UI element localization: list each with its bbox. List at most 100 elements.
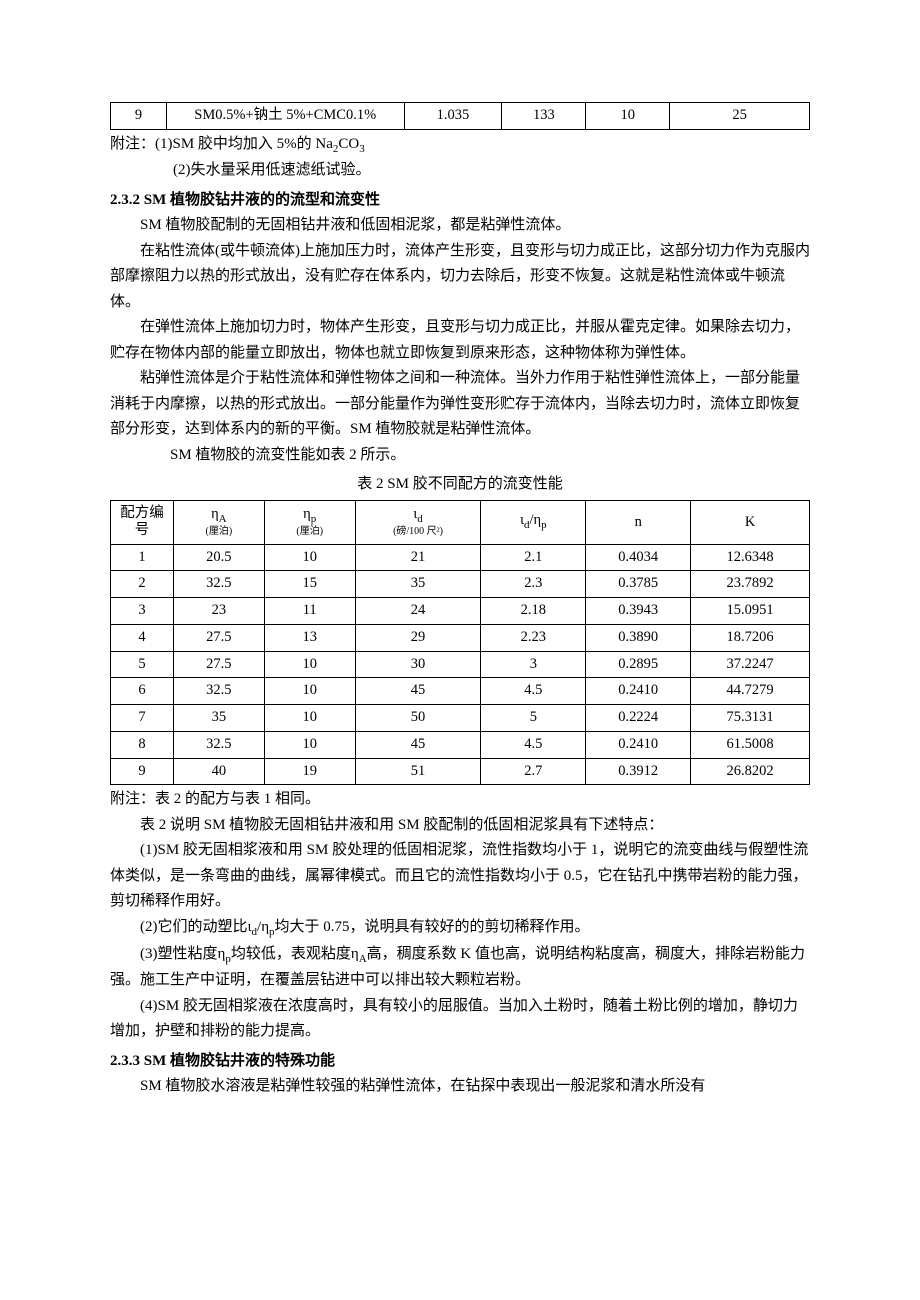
cell: 44.7279 — [691, 678, 810, 705]
table-row: 427.513292.230.389018.7206 — [111, 624, 810, 651]
table-row: 32311242.180.394315.0951 — [111, 598, 810, 625]
table2-caption: 表 2 SM 胶不同配方的流变性能 — [110, 472, 810, 498]
th-eta-p: ηp (厘泊) — [264, 500, 355, 544]
cell: 61.5008 — [691, 731, 810, 758]
th-iota-d: ιd (磅/100 尺²) — [355, 500, 481, 544]
cell: 0.4034 — [586, 544, 691, 571]
cell: 32.5 — [173, 731, 264, 758]
cell: 23.7892 — [691, 571, 810, 598]
cell: 4.5 — [481, 731, 586, 758]
sym: /η — [530, 512, 542, 528]
cell: 0.2895 — [586, 651, 691, 678]
cell: 0.3912 — [586, 758, 691, 785]
note2: 附注：表 2 的配方与表 1 相同。 — [110, 787, 810, 813]
sub: p — [311, 513, 317, 525]
para: 在粘性流体(或牛顿流体)上施加压力时，流体产生形变，且变形与切力成正比，这部分切… — [110, 239, 810, 316]
para-item: (3)塑性粘度ηp均较低，表观粘度ηA高，稠度系数 K 值也高，说明结构粘度高，… — [110, 942, 810, 994]
sub: p — [541, 519, 547, 531]
cell-formula: SM0.5%+钠土 5%+CMC0.1% — [166, 103, 404, 130]
sym: η — [211, 506, 219, 522]
cell: 2 — [111, 571, 174, 598]
heading-2-3-2: 2.3.2 SM 植物胶钻井液的的流型和流变性 — [110, 188, 810, 214]
cell: 19 — [264, 758, 355, 785]
note1-text: 附注：(1)SM 胶中均加入 5%的 Na — [110, 136, 333, 152]
table1-fragment: 9 SM0.5%+钠土 5%+CMC0.1% 1.035 133 10 25 — [110, 102, 810, 130]
cell: 4 — [111, 624, 174, 651]
sub: d — [417, 513, 423, 525]
cell: 35 — [355, 571, 481, 598]
cell: 27.5 — [173, 651, 264, 678]
th-n: n — [586, 500, 691, 544]
cell: 10 — [264, 731, 355, 758]
cell: 24 — [355, 598, 481, 625]
table-header-row: 配方编号 ηA (厘泊) ηp (厘泊) ιd (磅/100 尺²) ιd/ηp… — [111, 500, 810, 544]
cell: 0.3943 — [586, 598, 691, 625]
cell: 40 — [173, 758, 264, 785]
table-row: 632.510454.50.241044.7279 — [111, 678, 810, 705]
cell: 10 — [264, 651, 355, 678]
cell: 13 — [264, 624, 355, 651]
note1-line2: (2)失水量采用低速滤纸试验。 — [110, 158, 810, 184]
table-row: 94019512.70.391226.8202 — [111, 758, 810, 785]
para: SM 植物胶水溶液是粘弹性较强的粘弹性流体，在钻探中表现出一般泥浆和清水所没有 — [110, 1074, 810, 1100]
cell: 35 — [173, 705, 264, 732]
cell: 2.23 — [481, 624, 586, 651]
th-ratio: ιd/ηp — [481, 500, 586, 544]
cell: 32.5 — [173, 678, 264, 705]
cell: 26.8202 — [691, 758, 810, 785]
cell: 5 — [111, 651, 174, 678]
cell: 10 — [264, 544, 355, 571]
cell: 20.5 — [173, 544, 264, 571]
cell: 51 — [355, 758, 481, 785]
unit: (磅/100 尺²) — [358, 526, 479, 538]
cell: 2.3 — [481, 571, 586, 598]
table-row: 232.515352.30.378523.7892 — [111, 571, 810, 598]
th-k: K — [691, 500, 810, 544]
cell: 23 — [173, 598, 264, 625]
unit: (厘泊) — [176, 526, 262, 538]
cell: 27.5 — [173, 624, 264, 651]
sub: A — [359, 953, 367, 965]
cell: 11 — [264, 598, 355, 625]
cell: 3 — [111, 598, 174, 625]
cell: 2.7 — [481, 758, 586, 785]
cell: 5 — [481, 705, 586, 732]
cell: 1 — [111, 544, 174, 571]
cell: 21 — [355, 544, 481, 571]
cell: 75.3131 — [691, 705, 810, 732]
cell: 0.2410 — [586, 678, 691, 705]
table-row: 735105050.222475.3131 — [111, 705, 810, 732]
cell: 45 — [355, 731, 481, 758]
table2: 配方编号 ηA (厘泊) ηp (厘泊) ιd (磅/100 尺²) ιd/ηp… — [110, 500, 810, 786]
para: 粘弹性流体是介于粘性流体和弹性物体之间和一种流体。当外力作用于粘性弹性流体上，一… — [110, 366, 810, 443]
cell: 6 — [111, 678, 174, 705]
cell: 9 — [111, 758, 174, 785]
cell: 37.2247 — [691, 651, 810, 678]
cell-no: 9 — [111, 103, 167, 130]
cell: 7 — [111, 705, 174, 732]
cell-c3: 10 — [586, 103, 670, 130]
sub: A — [219, 513, 227, 525]
para: SM 植物胶的流变性能如表 2 所示。 — [110, 443, 810, 469]
unit: (厘泊) — [267, 526, 353, 538]
table-row: 527.5103030.289537.2247 — [111, 651, 810, 678]
th-no: 配方编号 — [111, 500, 174, 544]
cell: 32.5 — [173, 571, 264, 598]
cell-c4: 25 — [670, 103, 810, 130]
txt: /η — [257, 919, 269, 935]
note1-line1: 附注：(1)SM 胶中均加入 5%的 Na2CO3 — [110, 132, 810, 159]
cell: 45 — [355, 678, 481, 705]
para: 在弹性流体上施加切力时，物体产生形变，且变形与切力成正比，并服从霍克定律。如果除… — [110, 315, 810, 366]
txt: 均大于 0.75，说明具有较好的的剪切稀释作用。 — [275, 919, 590, 935]
txt: (2)它们的动塑比ι — [140, 919, 252, 935]
cell: 4.5 — [481, 678, 586, 705]
cell: 29 — [355, 624, 481, 651]
cell: 15.0951 — [691, 598, 810, 625]
cell: 15 — [264, 571, 355, 598]
cell: 0.3785 — [586, 571, 691, 598]
cell: 30 — [355, 651, 481, 678]
cell: 0.3890 — [586, 624, 691, 651]
cell: 12.6348 — [691, 544, 810, 571]
cell-c1: 1.035 — [404, 103, 502, 130]
para-item: (2)它们的动塑比ιd/ηp均大于 0.75，说明具有较好的的剪切稀释作用。 — [110, 915, 810, 942]
